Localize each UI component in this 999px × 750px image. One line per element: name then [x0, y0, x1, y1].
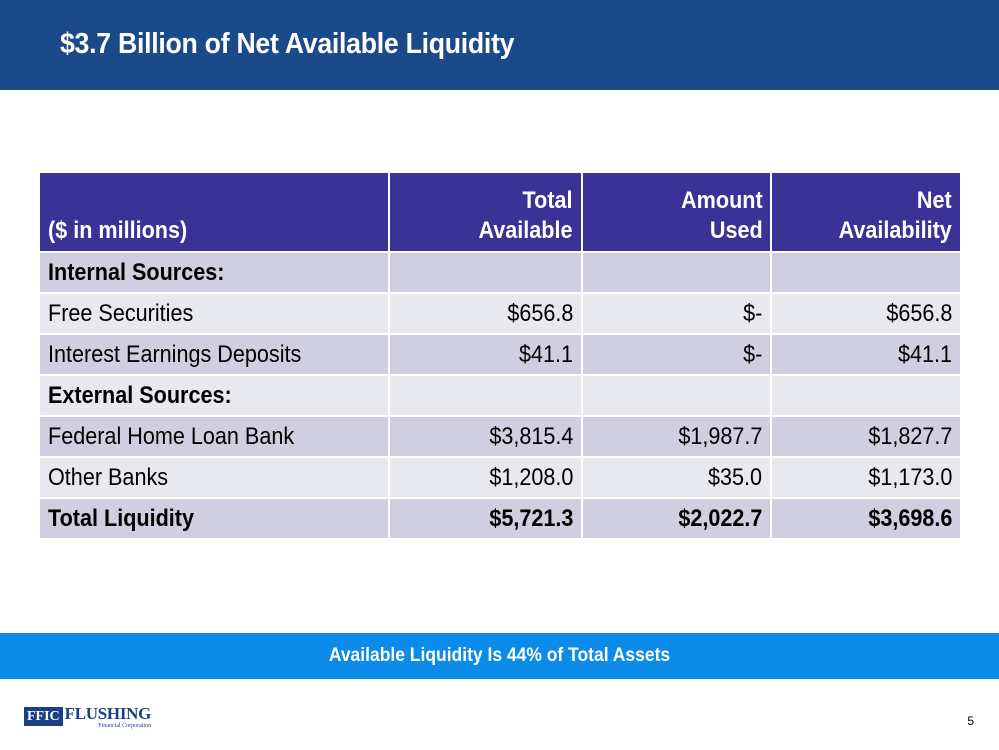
cell-total-available: $3,815.4: [387, 415, 583, 458]
row-label: Other Banks: [38, 456, 390, 499]
logo-subtitle: Financial Corporation: [98, 723, 152, 729]
table-row-external-sources: External Sources:: [38, 374, 962, 417]
summary-banner-text: Available Liquidity Is 44% of Total Asse…: [328, 645, 671, 666]
table-row-internal-sources: Internal Sources:: [38, 251, 962, 294]
cell-net-availability: $1,173.0: [770, 456, 962, 499]
cell-amount-used: $-: [580, 333, 773, 376]
cell-amount-used: [580, 374, 773, 417]
cell-net-availability: $656.8: [770, 292, 962, 335]
cell-total-available: $41.1: [387, 333, 583, 376]
table-row-free-securities: Free Securities $656.8 $- $656.8: [38, 292, 962, 335]
logo-name: FLUSHING: [64, 704, 152, 723]
company-logo: FFIC FLUSHING Financial Corporation: [24, 704, 151, 732]
cell-total-available: $5,721.3: [387, 497, 583, 540]
cell-net-availability: $41.1: [770, 333, 962, 376]
cell-net-availability: [770, 251, 962, 294]
cell-total-available: [387, 251, 583, 294]
table-row-other-banks: Other Banks $1,208.0 $35.0 $1,173.0: [38, 456, 962, 499]
cell-amount-used: $-: [580, 292, 773, 335]
row-label: Federal Home Loan Bank: [38, 415, 390, 458]
header-label-column: ($ in millions): [38, 171, 390, 253]
cell-net-availability: $1,827.7: [770, 415, 962, 458]
table-header-row: ($ in millions) Total Available Amount U…: [38, 171, 962, 253]
row-label: External Sources:: [38, 374, 390, 417]
table-row-interest-earnings-deposits: Interest Earnings Deposits $41.1 $- $41.…: [38, 333, 962, 376]
page-title: $3.7 Billion of Net Available Liquidity: [60, 28, 515, 60]
cell-amount-used: $2,022.7: [580, 497, 773, 540]
cell-total-available: $656.8: [387, 292, 583, 335]
logo-mark: FFIC: [24, 707, 63, 726]
page-number: 5: [967, 714, 974, 728]
liquidity-table: ($ in millions) Total Available Amount U…: [38, 171, 962, 540]
header-net-availability: Net Availability: [770, 171, 962, 253]
cell-net-availability: [770, 374, 962, 417]
cell-total-available: [387, 374, 583, 417]
table-row-federal-home-loan-bank: Federal Home Loan Bank $3,815.4 $1,987.7…: [38, 415, 962, 458]
summary-banner: Available Liquidity Is 44% of Total Asse…: [0, 633, 999, 679]
cell-amount-used: $1,987.7: [580, 415, 773, 458]
cell-amount-used: [580, 251, 773, 294]
row-label: Interest Earnings Deposits: [38, 333, 390, 376]
table-row-total-liquidity: Total Liquidity $5,721.3 $2,022.7 $3,698…: [38, 497, 962, 540]
row-label: Total Liquidity: [38, 497, 390, 540]
row-label: Free Securities: [38, 292, 390, 335]
cell-net-availability: $3,698.6: [770, 497, 962, 540]
header-total-available: Total Available: [387, 171, 583, 253]
cell-total-available: $1,208.0: [387, 456, 583, 499]
header-amount-used: Amount Used: [580, 171, 773, 253]
cell-amount-used: $35.0: [580, 456, 773, 499]
row-label: Internal Sources:: [38, 251, 390, 294]
title-bar: $3.7 Billion of Net Available Liquidity: [0, 0, 999, 90]
